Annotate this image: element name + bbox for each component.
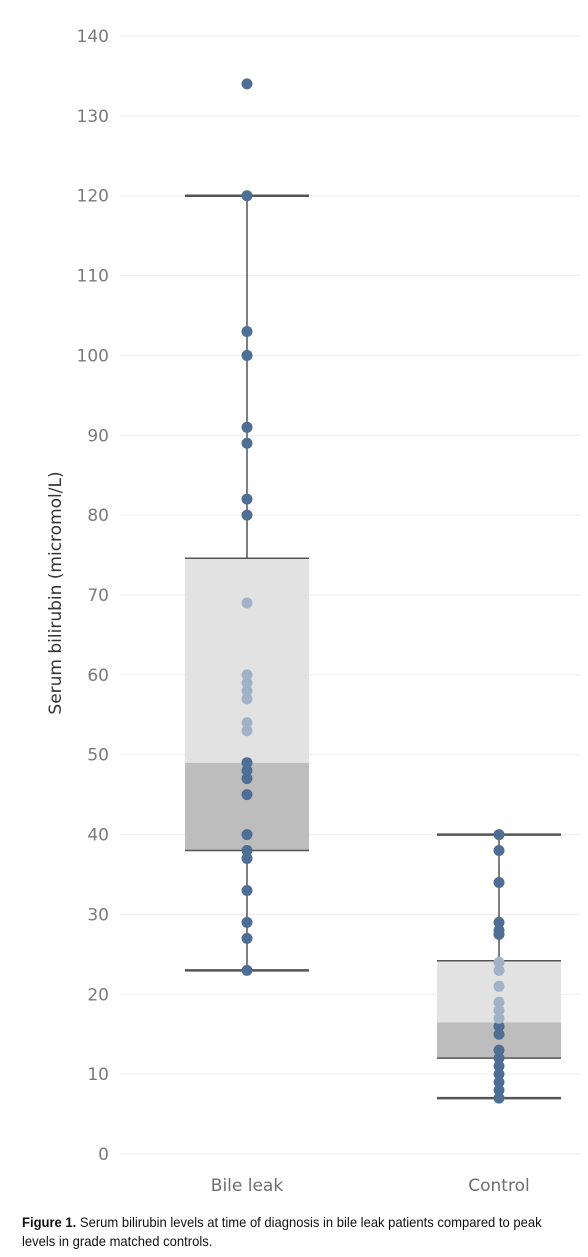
figure-caption: Figure 1. Serum bilirubin levels at time… — [22, 1213, 543, 1251]
y-tick-20: 20 — [87, 985, 109, 1005]
data-point — [241, 190, 253, 202]
data-point — [493, 996, 505, 1008]
y-tick-40: 40 — [87, 826, 109, 846]
data-point — [493, 956, 505, 968]
data-point — [493, 1044, 505, 1056]
data-point — [241, 964, 253, 976]
y-axis-label: Serum bilirubin (micromol/L) — [46, 471, 66, 714]
data-point — [493, 1012, 505, 1024]
data-point — [493, 1092, 505, 1104]
data-points — [241, 78, 505, 1104]
data-point — [493, 964, 505, 976]
data-point — [241, 509, 253, 521]
box-bile-leak — [185, 194, 309, 972]
data-point — [493, 980, 505, 992]
caption-label: Figure 1. — [22, 1214, 77, 1230]
data-point — [241, 493, 253, 505]
data-point — [241, 349, 253, 361]
y-tick-0: 0 — [98, 1145, 109, 1165]
data-point — [493, 1028, 505, 1040]
data-point — [241, 421, 253, 433]
y-tick-60: 60 — [87, 666, 109, 686]
y-tick-120: 120 — [77, 187, 109, 207]
data-point — [493, 916, 505, 928]
data-point — [241, 845, 253, 857]
boxes — [185, 194, 561, 1100]
category-label-bile-leak: Bile leak — [211, 1176, 284, 1196]
y-tick-140: 140 — [77, 27, 109, 47]
y-tick-30: 30 — [87, 905, 109, 925]
data-point — [493, 1084, 505, 1096]
data-point — [241, 685, 253, 697]
x-axis-category-labels: Bile leak Control — [211, 1176, 530, 1196]
y-tick-100: 100 — [77, 346, 109, 366]
data-point — [493, 1076, 505, 1088]
category-label-control: Control — [468, 1176, 529, 1196]
y-tick-90: 90 — [87, 426, 109, 446]
data-point — [241, 717, 253, 729]
data-point — [241, 725, 253, 737]
data-point — [493, 829, 505, 841]
data-point — [241, 325, 253, 337]
y-axis-tick-labels: 0 10 20 30 40 50 60 70 80 90 100 110 120 130 140 — [77, 27, 109, 1165]
data-point — [241, 773, 253, 785]
y-tick-130: 130 — [77, 107, 109, 127]
data-point — [241, 597, 253, 609]
data-point — [493, 924, 505, 936]
data-point — [241, 829, 253, 841]
box-plot-chart: 0 10 20 30 40 50 60 70 80 90 100 110 120 130 140 Bile … — [46, 27, 580, 1196]
y-tick-50: 50 — [87, 746, 109, 766]
data-point — [493, 1020, 505, 1032]
data-point — [241, 916, 253, 928]
y-tick-110: 110 — [77, 267, 109, 287]
data-point — [241, 765, 253, 777]
data-point — [241, 757, 253, 769]
data-point — [493, 845, 505, 857]
data-point — [241, 789, 253, 801]
data-point — [241, 932, 253, 944]
data-point — [241, 693, 253, 705]
y-tick-10: 10 — [87, 1065, 109, 1085]
data-point — [241, 677, 253, 689]
y-tick-80: 80 — [87, 506, 109, 526]
data-point — [493, 876, 505, 888]
data-point — [493, 1052, 505, 1064]
caption-text: Serum bilirubin levels at time of diagno… — [22, 1214, 542, 1249]
data-point — [241, 884, 253, 896]
data-point — [241, 853, 253, 865]
data-point — [493, 1060, 505, 1072]
data-point — [241, 78, 253, 90]
data-point — [241, 437, 253, 449]
y-tick-70: 70 — [87, 586, 109, 606]
data-point — [493, 1068, 505, 1080]
data-point — [241, 669, 253, 681]
data-point — [493, 1004, 505, 1016]
